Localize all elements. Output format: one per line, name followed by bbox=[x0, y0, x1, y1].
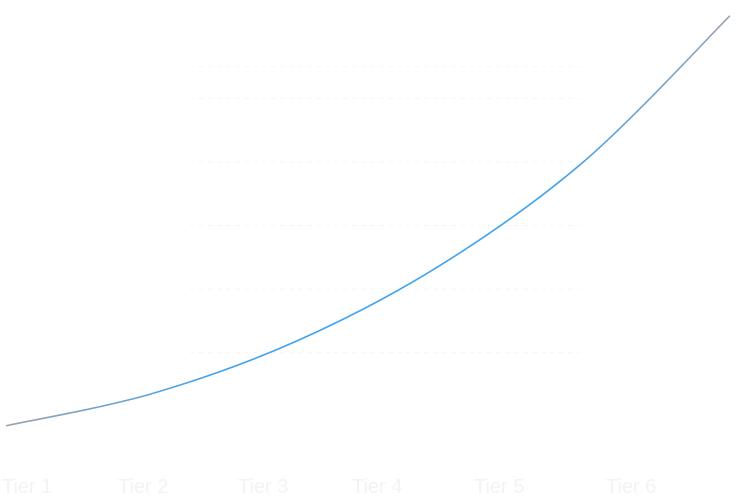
x-axis-tick-labels: Tier 1 Tier 2 Tier 3 Tier 4 Tier 5 Tier 6 bbox=[2, 476, 656, 498]
x-tick-label: Tier 2 bbox=[118, 476, 168, 498]
x-tick-label: Tier 3 bbox=[238, 476, 288, 498]
x-tick-label: Tier 6 bbox=[606, 476, 656, 498]
x-tick-label: Tier 5 bbox=[474, 476, 524, 498]
x-tick-label: Tier 1 bbox=[2, 476, 52, 498]
series-group bbox=[5, 15, 731, 427]
series-line bbox=[5, 15, 731, 427]
gridlines bbox=[190, 66, 580, 354]
x-tick-label: Tier 4 bbox=[352, 476, 402, 498]
